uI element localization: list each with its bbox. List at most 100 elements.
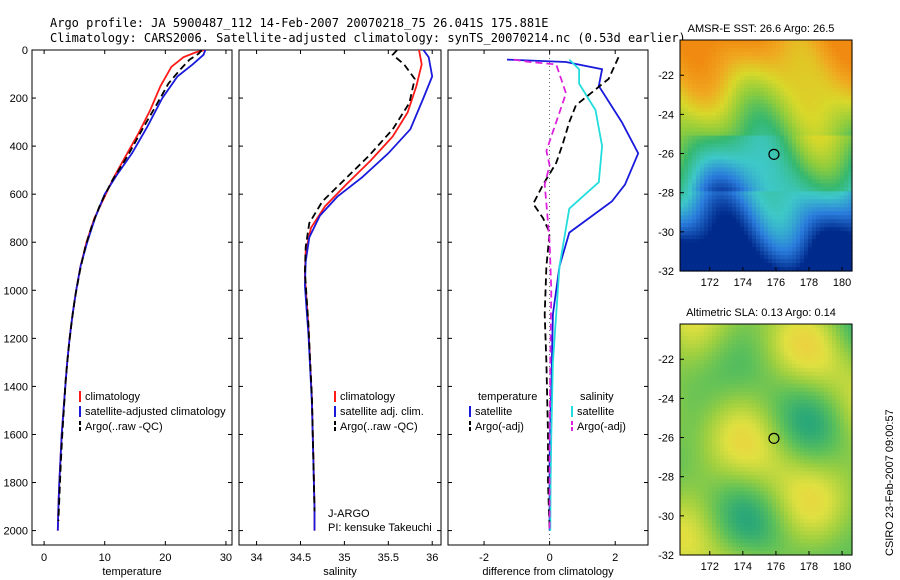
map-cell (788, 103, 793, 109)
map-cell (720, 59, 725, 65)
map-cell (828, 251, 833, 256)
map-cell (732, 47, 737, 53)
map-cell (836, 455, 841, 461)
map-cell (788, 119, 793, 125)
map-cell (772, 207, 777, 212)
map-cell (708, 251, 713, 256)
map-cell (832, 439, 837, 445)
map-cell (740, 135, 745, 141)
map-cell (720, 339, 725, 345)
map-cell (808, 115, 813, 121)
map-cell (784, 387, 789, 393)
map-cell (800, 227, 805, 232)
map-cell (820, 415, 825, 421)
map-cell (816, 59, 821, 65)
map-cell (812, 55, 817, 61)
map-cell (744, 191, 749, 196)
map-cell (792, 119, 797, 125)
map-cell (732, 519, 737, 524)
map-cell (760, 523, 765, 528)
map-cell (688, 207, 693, 212)
map-cell (732, 215, 737, 220)
map-cell (816, 363, 821, 369)
map-cell (820, 335, 825, 341)
map-cell (768, 111, 773, 117)
map-cell (812, 211, 817, 216)
map-cell (724, 443, 729, 449)
map-cell (772, 231, 777, 236)
map-cell (824, 463, 829, 468)
map-cell (808, 59, 813, 65)
map-cell (768, 519, 773, 524)
map-cell (764, 395, 769, 401)
map-cell (828, 263, 833, 268)
map-cell (840, 423, 845, 429)
map-cell (808, 423, 813, 429)
map-cell (824, 183, 829, 188)
map-cell (800, 355, 805, 361)
map-cell (752, 447, 757, 453)
map-cell (824, 107, 829, 113)
map-cell (708, 219, 713, 224)
map-cell (788, 479, 793, 484)
map-cell (760, 403, 765, 409)
map-cell (784, 475, 789, 480)
map-cell (808, 107, 813, 113)
map-cell (792, 207, 797, 212)
map-cell (688, 95, 693, 101)
map-cell (836, 43, 841, 49)
map-cell (836, 427, 841, 433)
map-cell (728, 427, 733, 433)
map-cell (816, 439, 821, 445)
map-cell (684, 531, 689, 536)
map-cell (732, 127, 737, 133)
map-cell (752, 191, 757, 196)
map-cell (756, 103, 761, 109)
map-cell (812, 427, 817, 433)
map-cell (720, 127, 725, 133)
map-cell (780, 519, 785, 524)
map-cell (840, 95, 845, 101)
map-cell (812, 243, 817, 248)
map-cell (800, 231, 805, 236)
map-cell (708, 227, 713, 232)
map-cell (816, 235, 821, 240)
map-cell (844, 167, 849, 173)
map-cell (708, 519, 713, 524)
map-cell (756, 59, 761, 65)
map-cell (844, 331, 849, 337)
map-cell (732, 415, 737, 421)
map-cell (716, 135, 721, 141)
map-cell (756, 155, 761, 161)
map-cell (700, 235, 705, 240)
map-cell (708, 479, 713, 484)
map-cell (720, 391, 725, 397)
map-cell (836, 79, 841, 85)
map-cell (724, 123, 729, 129)
map-cell (840, 435, 845, 441)
map-cell (688, 63, 693, 69)
map-cell (820, 211, 825, 216)
map-cell (748, 511, 753, 516)
map-cell (700, 211, 705, 216)
map-cell (684, 199, 689, 204)
map-cell (808, 255, 813, 260)
map-cell (704, 91, 709, 97)
map-cell (808, 235, 813, 240)
map-cell (840, 379, 845, 385)
map-cell (824, 135, 829, 141)
map-cell (784, 71, 789, 77)
map-cell (708, 231, 713, 236)
map-cell (684, 487, 689, 492)
map-cell (772, 507, 777, 512)
map-cell (756, 491, 761, 496)
map-cell (712, 407, 717, 413)
map-cell (808, 491, 813, 496)
map-cell (816, 183, 821, 188)
map-cell (700, 447, 705, 453)
map-cell (796, 215, 801, 220)
map-cell (824, 187, 829, 192)
map-cell (828, 163, 833, 169)
map-cell (744, 499, 749, 504)
map-cell (776, 195, 781, 200)
